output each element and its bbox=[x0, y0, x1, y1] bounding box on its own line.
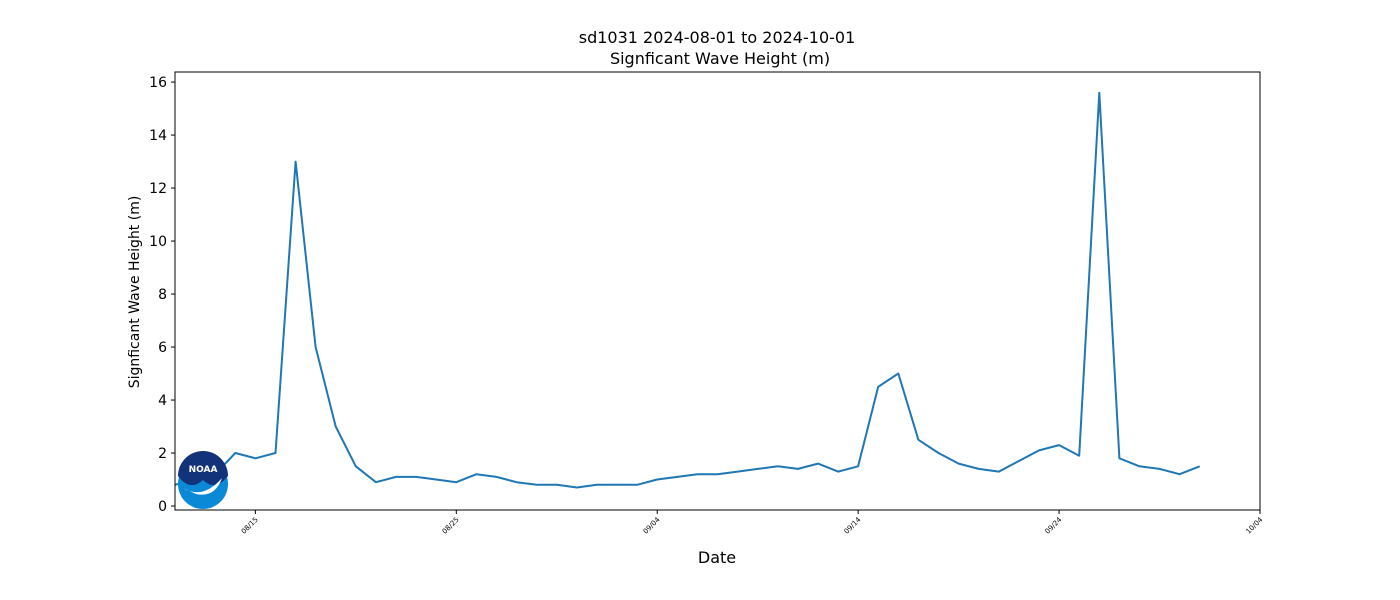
y-tick-label: 16 bbox=[149, 75, 167, 91]
y-tick-label: 6 bbox=[158, 340, 167, 356]
y-tick-label: 10 bbox=[149, 234, 167, 250]
chart-subtitle: Signficant Wave Height (m) bbox=[610, 49, 830, 68]
logo-bird bbox=[183, 478, 222, 495]
y-tick-label: 8 bbox=[158, 287, 167, 303]
y-tick-label: 0 bbox=[158, 499, 167, 515]
logo: NOAA bbox=[178, 451, 228, 509]
data-line bbox=[174, 91, 1201, 489]
x-axis-label: Date bbox=[698, 548, 736, 567]
logo-top bbox=[178, 451, 228, 486]
axes-frame bbox=[174, 71, 1261, 511]
y-tick-label: 4 bbox=[158, 393, 167, 409]
y-tick-label: 14 bbox=[149, 128, 167, 144]
y-tick-label: 2 bbox=[158, 446, 167, 462]
y-axis-label: Signficant Wave Height (m) bbox=[127, 196, 143, 389]
logo-text: NOAA bbox=[189, 465, 218, 475]
plot-area bbox=[174, 91, 1201, 489]
y-tick-label: 12 bbox=[149, 181, 167, 197]
chart-title: sd1031 2024-08-01 to 2024-10-01 bbox=[579, 28, 856, 47]
